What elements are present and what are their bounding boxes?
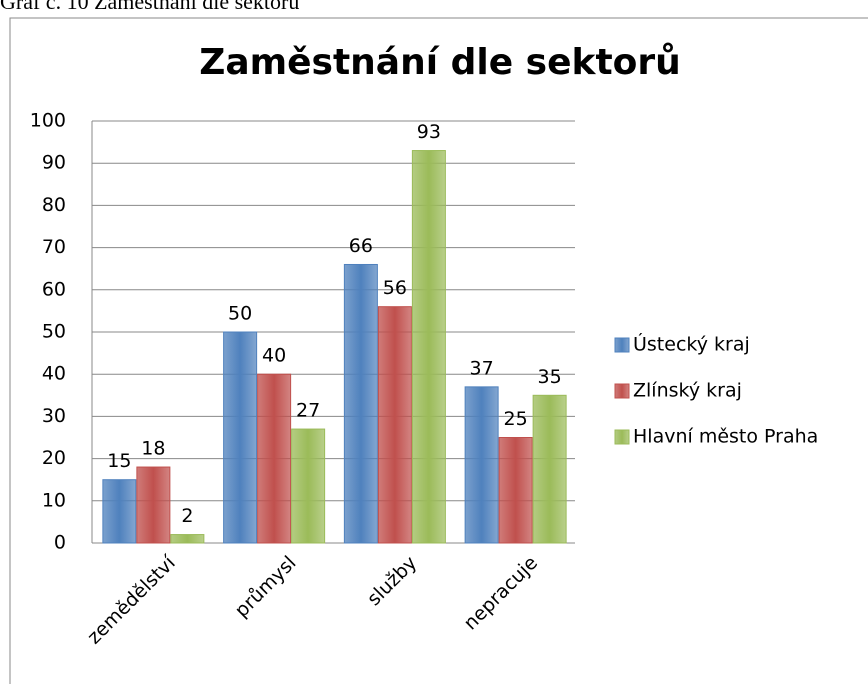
data-label: 35 <box>538 366 562 388</box>
caption: Graf č. 10 Zaměstnání dle sektorů <box>0 0 299 14</box>
x-tick-label: průmysl <box>231 552 301 622</box>
data-label: 56 <box>383 277 407 299</box>
data-label: 27 <box>296 400 320 422</box>
data-label: 15 <box>107 450 131 472</box>
data-label: 25 <box>504 408 528 430</box>
bar <box>102 479 137 544</box>
legend-swatch <box>614 337 630 353</box>
data-label: 93 <box>417 121 441 143</box>
y-tick-label: 100 <box>30 110 66 132</box>
y-tick-label: 60 <box>42 278 66 300</box>
x-tick-label: zemědělství <box>83 551 180 648</box>
bar <box>464 386 499 544</box>
y-tick-label: 70 <box>42 236 66 258</box>
data-label: 66 <box>349 235 373 257</box>
data-label: 40 <box>262 345 286 367</box>
y-tick-label: 30 <box>42 405 66 427</box>
bar <box>136 466 171 544</box>
data-label: 37 <box>470 357 494 379</box>
y-tick-label: 0 <box>54 532 66 554</box>
bar <box>223 331 258 544</box>
bar <box>291 428 326 544</box>
legend-label: Hlavní město Praha <box>633 426 818 448</box>
chart-title: Zaměstnání dle sektorů <box>199 42 681 83</box>
y-tick-label: 80 <box>42 194 66 216</box>
bar <box>257 373 292 544</box>
bar <box>170 534 205 544</box>
bar <box>411 150 446 544</box>
data-label: 18 <box>141 438 165 460</box>
bar <box>498 437 533 544</box>
bar <box>532 394 567 544</box>
y-tick-label: 90 <box>42 152 66 174</box>
x-tick-label: nepracuje <box>460 552 543 635</box>
legend-label: Zlínský kraj <box>633 380 742 402</box>
data-label: 2 <box>181 505 193 527</box>
legend-label: Ústecký kraj <box>633 332 750 356</box>
bar <box>343 263 378 544</box>
legend-swatch <box>614 429 630 445</box>
y-tick-label: 50 <box>42 321 66 343</box>
y-tick-label: 10 <box>42 489 66 511</box>
bar <box>377 306 412 544</box>
y-tick-label: 40 <box>42 363 66 385</box>
chart-frame <box>9 17 868 684</box>
data-label: 50 <box>228 303 252 325</box>
y-tick-label: 20 <box>42 447 66 469</box>
x-tick-label: služby <box>363 552 421 610</box>
legend-swatch <box>614 383 630 399</box>
